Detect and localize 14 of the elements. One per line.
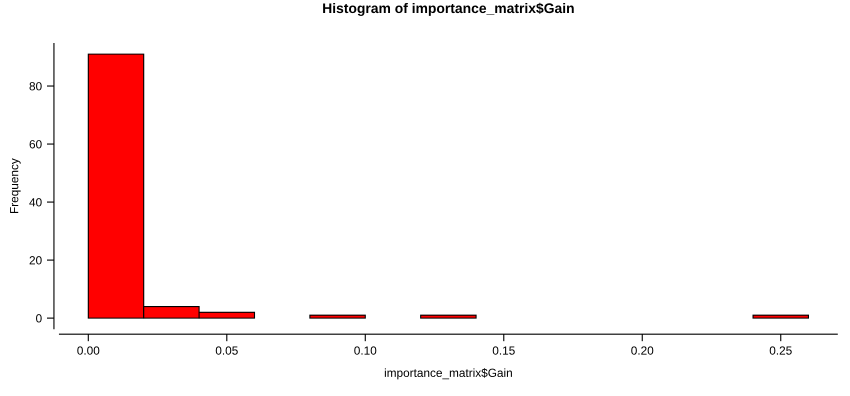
x-axis-title: importance_matrix$Gain (384, 368, 512, 380)
x-tick-label: 0.10 (354, 346, 376, 355)
y-tick-label: 60 (30, 140, 42, 148)
x-tick-label: 0.05 (216, 346, 238, 355)
x-tick-label: 0.20 (631, 346, 654, 355)
y-axis-title: Frequency (10, 158, 21, 214)
x-tick-label: 0.00 (77, 346, 100, 355)
y-tick-label: 0 (36, 314, 42, 323)
y-tick-label: 20 (30, 256, 42, 264)
chart-title: Histogram of importance_matrix$Gain (323, 2, 574, 16)
y-tick-label: 40 (29, 198, 42, 206)
x-tick-label: 0.15 (492, 346, 515, 355)
x-tick-label: 0.25 (770, 346, 792, 355)
y-tick-label: 80 (30, 82, 42, 90)
